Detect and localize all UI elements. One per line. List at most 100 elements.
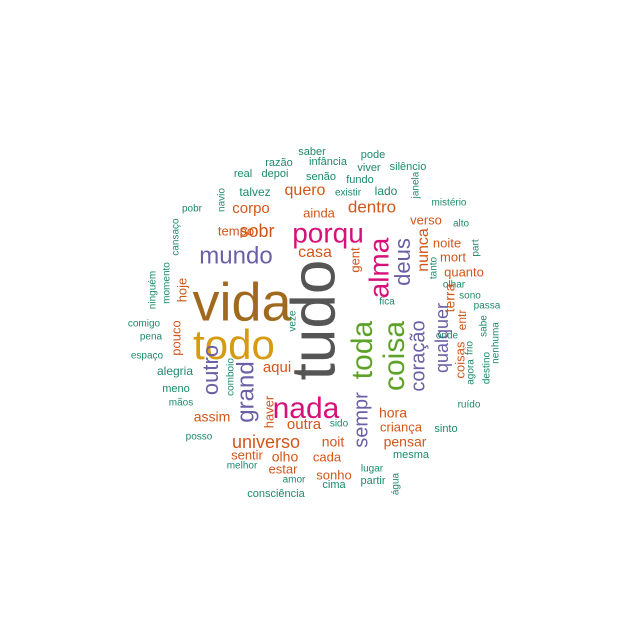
word-99: consciência bbox=[247, 488, 305, 500]
word-30: sentir bbox=[231, 447, 263, 462]
word-75: comigo bbox=[128, 319, 161, 330]
word-17: dentro bbox=[348, 197, 396, 216]
word-98: água bbox=[391, 472, 402, 495]
word-84: alegria bbox=[157, 364, 193, 378]
word-77: sabe bbox=[479, 315, 490, 337]
word-88: ruído bbox=[458, 400, 481, 411]
word-15: universo bbox=[232, 432, 300, 452]
word-48: talvez bbox=[239, 185, 270, 199]
word-4: porqu bbox=[292, 217, 364, 248]
word-2: todo bbox=[193, 321, 275, 368]
word-29: cada bbox=[313, 449, 342, 464]
word-25: aqui bbox=[263, 359, 291, 376]
word-47: lado bbox=[375, 184, 398, 198]
word-40: gent bbox=[347, 247, 362, 273]
word-55: real bbox=[234, 168, 252, 180]
word-16: sobr bbox=[239, 221, 274, 241]
word-7: coisa bbox=[378, 321, 411, 391]
word-6: toda bbox=[346, 320, 379, 379]
word-59: existir bbox=[335, 188, 362, 199]
word-44: hoje bbox=[174, 278, 189, 303]
word-63: mistério bbox=[431, 198, 466, 209]
word-91: posso bbox=[186, 432, 213, 443]
word-49: saber bbox=[298, 146, 326, 158]
word-66: ninguém bbox=[148, 271, 159, 309]
word-70: part bbox=[471, 239, 482, 256]
word-79: frio bbox=[465, 341, 476, 355]
word-64: cansaço bbox=[171, 218, 182, 256]
word-96: partir bbox=[360, 475, 385, 487]
word-65: alto bbox=[453, 219, 470, 230]
word-33: criança bbox=[380, 419, 423, 434]
word-32: sonho bbox=[316, 467, 351, 482]
word-5: alma bbox=[363, 237, 394, 298]
word-93: melhor bbox=[227, 461, 258, 472]
word-85: comboio bbox=[226, 358, 237, 396]
word-69: tanto bbox=[429, 256, 440, 279]
word-67: momento bbox=[162, 262, 173, 304]
word-86: meno bbox=[162, 383, 190, 395]
word-26: assim bbox=[194, 409, 231, 425]
word-9: grand bbox=[232, 361, 259, 422]
word-28: olho bbox=[272, 449, 299, 465]
word-21: nunca bbox=[415, 228, 432, 272]
word-72: sono bbox=[459, 291, 481, 302]
word-13: sempr bbox=[350, 392, 372, 448]
word-36: quanto bbox=[444, 264, 484, 279]
word-94: lugar bbox=[361, 464, 384, 475]
word-87: mãos bbox=[169, 398, 193, 409]
word-60: janela bbox=[411, 171, 422, 199]
word-31: estar bbox=[269, 461, 299, 476]
word-83: destino bbox=[482, 351, 493, 384]
word-61: navio bbox=[217, 188, 228, 212]
word-92: mesma bbox=[393, 449, 430, 461]
word-14: qualquer bbox=[432, 303, 452, 373]
word-54: silêncio bbox=[390, 161, 427, 173]
word-81: espaço bbox=[131, 351, 164, 362]
word-38: tempo bbox=[218, 223, 254, 238]
word-34: noite bbox=[433, 235, 461, 250]
word-50: pode bbox=[361, 149, 385, 161]
word-45: coisas bbox=[452, 341, 467, 378]
word-43: pouco bbox=[168, 320, 183, 355]
word-90: sinto bbox=[434, 423, 457, 435]
word-82: agora bbox=[466, 359, 477, 385]
word-22: outra bbox=[287, 416, 322, 433]
word-39: ainda bbox=[303, 205, 336, 220]
word-18: quero bbox=[285, 182, 326, 199]
word-20: casa bbox=[298, 244, 332, 261]
word-35: mort bbox=[440, 249, 466, 264]
word-19: corpo bbox=[232, 200, 270, 217]
word-24: pensar bbox=[384, 434, 427, 450]
word-11: coração bbox=[407, 320, 429, 391]
word-89: sido bbox=[330, 419, 349, 430]
word-58: fundo bbox=[346, 174, 374, 186]
word-23: hora bbox=[379, 405, 407, 421]
word-0: tudo bbox=[279, 260, 348, 381]
word-37: terra bbox=[442, 283, 458, 312]
word-78: onde bbox=[436, 331, 459, 342]
word-8: mundo bbox=[199, 242, 272, 269]
word-1: vida bbox=[192, 272, 292, 332]
word-3: nada bbox=[273, 392, 340, 425]
word-80: nenhuma bbox=[491, 322, 502, 364]
word-56: depoi bbox=[262, 168, 289, 180]
word-52: infância bbox=[309, 156, 348, 168]
word-27: noit bbox=[322, 434, 345, 450]
word-97: cima bbox=[322, 479, 346, 491]
word-68: pena bbox=[140, 332, 163, 343]
word-73: fica bbox=[379, 297, 395, 308]
word-57: senão bbox=[306, 171, 336, 183]
word-51: razão bbox=[265, 157, 293, 169]
word-76: veze bbox=[288, 310, 299, 332]
word-53: viver bbox=[357, 162, 381, 174]
word-46: entr bbox=[455, 310, 469, 331]
word-41: verso bbox=[410, 212, 442, 227]
word-71: olhar bbox=[443, 280, 466, 291]
word-10: deus bbox=[390, 238, 415, 286]
word-74: passa bbox=[474, 301, 501, 312]
word-95: amor bbox=[283, 475, 306, 486]
word-42: haver bbox=[261, 395, 276, 428]
word-12: outro bbox=[198, 345, 223, 395]
